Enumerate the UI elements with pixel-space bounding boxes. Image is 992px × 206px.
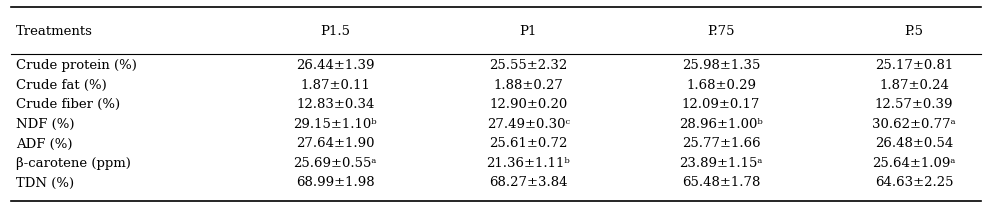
Text: 1.87±0.11: 1.87±0.11	[301, 79, 370, 92]
Text: 25.98±1.35: 25.98±1.35	[682, 60, 760, 73]
Text: Crude protein (%): Crude protein (%)	[16, 60, 137, 73]
Text: 30.62±0.77ᵃ: 30.62±0.77ᵃ	[872, 118, 955, 131]
Text: 1.68±0.29: 1.68±0.29	[686, 79, 756, 92]
Text: 26.44±1.39: 26.44±1.39	[296, 60, 375, 73]
Text: P1: P1	[520, 25, 537, 38]
Text: TDN (%): TDN (%)	[16, 177, 74, 190]
Text: Crude fiber (%): Crude fiber (%)	[16, 98, 120, 111]
Text: P.75: P.75	[707, 25, 735, 38]
Text: 25.17±0.81: 25.17±0.81	[875, 60, 953, 73]
Text: P.5: P.5	[905, 25, 924, 38]
Text: 26.48±0.54: 26.48±0.54	[875, 137, 953, 150]
Text: NDF (%): NDF (%)	[16, 118, 74, 131]
Text: 27.49±0.30ᶜ: 27.49±0.30ᶜ	[487, 118, 569, 131]
Text: 12.90±0.20: 12.90±0.20	[489, 98, 567, 111]
Text: 12.57±0.39: 12.57±0.39	[875, 98, 953, 111]
Text: 21.36±1.11ᵇ: 21.36±1.11ᵇ	[486, 157, 570, 170]
Text: 64.63±2.25: 64.63±2.25	[875, 177, 953, 190]
Text: P1.5: P1.5	[320, 25, 350, 38]
Text: 25.77±1.66: 25.77±1.66	[682, 137, 760, 150]
Text: 25.69±0.55ᵃ: 25.69±0.55ᵃ	[294, 157, 377, 170]
Text: Crude fat (%): Crude fat (%)	[16, 79, 107, 92]
Text: ADF (%): ADF (%)	[16, 137, 72, 150]
Text: Treatments: Treatments	[16, 25, 93, 38]
Text: 1.88±0.27: 1.88±0.27	[493, 79, 563, 92]
Text: 25.55±2.32: 25.55±2.32	[489, 60, 567, 73]
Text: 23.89±1.15ᵃ: 23.89±1.15ᵃ	[680, 157, 763, 170]
Text: 29.15±1.10ᵇ: 29.15±1.10ᵇ	[294, 118, 377, 131]
Text: 68.99±1.98: 68.99±1.98	[296, 177, 375, 190]
Text: 12.09±0.17: 12.09±0.17	[682, 98, 760, 111]
Text: 27.64±1.90: 27.64±1.90	[296, 137, 375, 150]
Text: 68.27±3.84: 68.27±3.84	[489, 177, 567, 190]
Text: 28.96±1.00ᵇ: 28.96±1.00ᵇ	[680, 118, 763, 131]
Text: 65.48±1.78: 65.48±1.78	[682, 177, 760, 190]
Text: 1.87±0.24: 1.87±0.24	[879, 79, 949, 92]
Text: 25.61±0.72: 25.61±0.72	[489, 137, 567, 150]
Text: β-carotene (ppm): β-carotene (ppm)	[16, 157, 131, 170]
Text: 12.83±0.34: 12.83±0.34	[296, 98, 374, 111]
Text: 25.64±1.09ᵃ: 25.64±1.09ᵃ	[872, 157, 955, 170]
